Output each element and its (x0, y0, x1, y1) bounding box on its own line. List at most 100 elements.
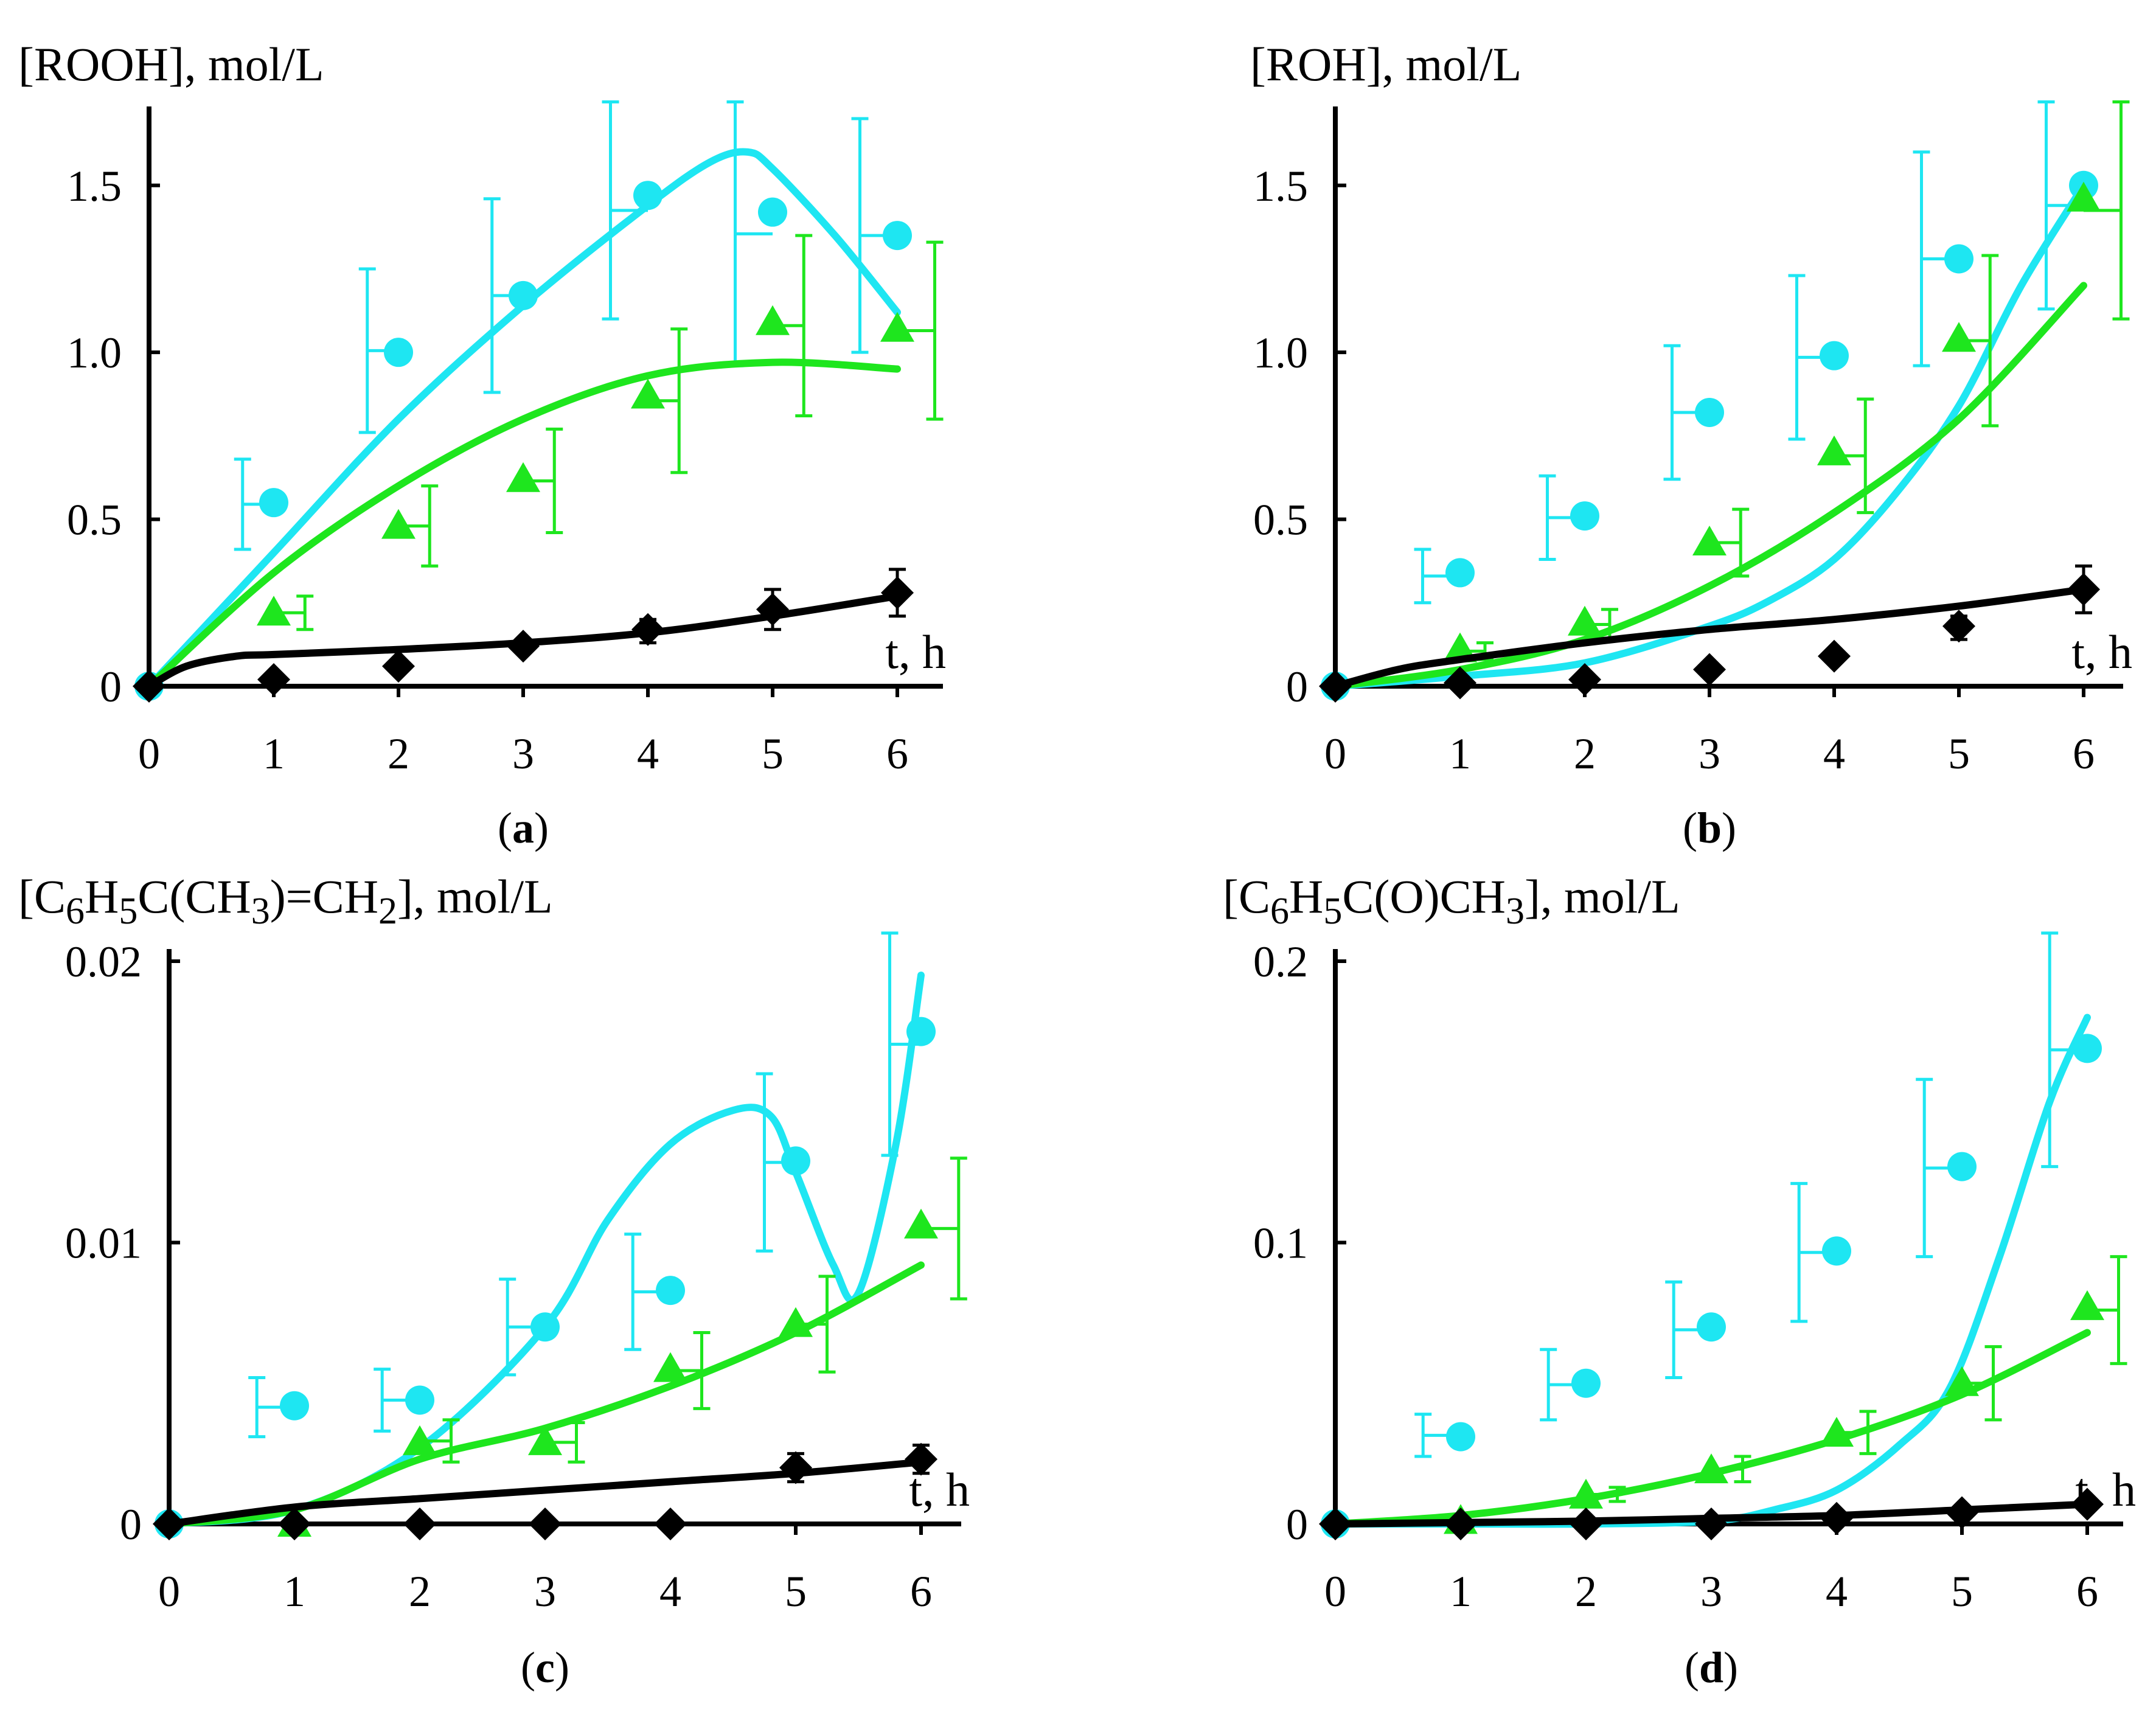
data-point-diamond (1695, 1508, 1728, 1540)
y-axis-label: [ROOH], mol/L (18, 38, 324, 91)
data-point-diamond (654, 1508, 687, 1540)
y-axis-label-part: ], mol/L (397, 870, 553, 923)
data-point-circle (509, 280, 538, 310)
data-point-diamond (278, 1508, 311, 1540)
data-point-circle (1446, 1422, 1475, 1452)
panel-label-paren: ) (555, 1643, 569, 1692)
data-point-diamond (1319, 1508, 1352, 1540)
x-tick-label: 4 (1826, 1567, 1848, 1616)
data-point-diamond (1820, 1501, 1853, 1535)
data-point-circle (530, 1312, 560, 1342)
data-point-circle (758, 197, 787, 227)
series-green (1332, 1255, 2127, 1534)
data-point-triangle (1569, 1478, 1603, 1509)
data-point-triangle (631, 378, 665, 409)
data-point-triangle (904, 1208, 938, 1239)
data-point-diamond (1818, 639, 1851, 673)
panel-c: [C6H5C(CH3)=CH2], mol/L00.010.020 1 2 3 4 5 6t… (18, 870, 970, 1692)
data-point-diamond (1568, 663, 1601, 697)
series-black (1319, 564, 2100, 703)
x-tick-label: 1 (1450, 1567, 1472, 1616)
model-curve (1332, 1014, 2091, 1528)
y-tick-label: 0.02 (65, 937, 142, 986)
y-tick-label: 1.5 (1253, 162, 1308, 210)
data-point-diamond (382, 650, 415, 683)
data-point-circle (1445, 558, 1475, 588)
y-tick-label: 1.0 (1253, 329, 1308, 377)
data-point-diamond (1570, 1508, 1602, 1540)
data-point-circle (1697, 1312, 1726, 1342)
data-point-circle (405, 1385, 434, 1415)
series-green (165, 1156, 967, 1537)
x-tick-label: 3 (1700, 1567, 1722, 1616)
data-point-diamond (1942, 610, 1975, 643)
x-tick-label: 3 (512, 729, 534, 778)
x-axis-label: t, h (2071, 625, 2132, 678)
x-tick-label: 6 (2073, 729, 2095, 778)
y-tick-label: 1.0 (67, 329, 122, 377)
y-tick-label: 0.01 (65, 1219, 142, 1268)
data-point-diamond (1444, 1508, 1477, 1540)
y-tick-label: 0.1 (1253, 1219, 1308, 1268)
data-point-diamond (1444, 666, 1476, 700)
panel-label-paren: ( (498, 804, 512, 852)
data-point-triangle (653, 1352, 687, 1382)
data-point-triangle (1568, 605, 1602, 636)
x-tick-label: 4 (637, 729, 659, 778)
series-black (153, 1442, 937, 1540)
data-point-diamond (881, 576, 914, 610)
y-axis-label: [C6H5C(O)CH3], mol/L (1223, 870, 1680, 932)
panel-label-paren: ) (534, 804, 549, 852)
x-tick-label: 3 (1699, 729, 1720, 778)
x-tick-label: 6 (910, 1567, 932, 1616)
x-tick-label: 3 (534, 1567, 556, 1616)
data-point-triangle (756, 305, 790, 335)
data-point-circle (633, 181, 662, 210)
data-point-diamond (529, 1508, 562, 1540)
y-axis-label-subscript: 2 (378, 891, 397, 932)
y-axis-label-part: )=CH (270, 870, 378, 923)
panel-label-letter: b (1697, 804, 1722, 852)
x-tick-label: 0 (138, 729, 160, 778)
data-point-triangle (506, 462, 540, 492)
data-point-triangle (2070, 1290, 2104, 1320)
y-axis-label: [ROH], mol/L (1250, 38, 1521, 91)
y-axis-label-subscript: 5 (1323, 891, 1342, 932)
x-tick-label: 5 (1951, 1567, 1973, 1616)
series-black (133, 568, 914, 703)
data-point-circle (2073, 1034, 2102, 1063)
model-curve (145, 358, 901, 690)
x-tick-label: 6 (2076, 1567, 2098, 1616)
data-point-circle (906, 1017, 936, 1046)
y-axis-label-part: C(O)CH (1342, 870, 1506, 923)
x-tick-label: 0 (158, 1567, 180, 1616)
y-tick-label: 0.5 (67, 496, 122, 544)
series-cyan (1321, 100, 2098, 701)
series-green (145, 234, 944, 690)
y-axis-label: [C6H5C(CH3)=CH2], mol/L (18, 870, 553, 932)
data-point-triangle (257, 596, 291, 626)
data-point-diamond (905, 1442, 937, 1476)
x-tick-label: 6 (886, 729, 908, 778)
data-point-circle (883, 221, 912, 251)
panel-d: [C6H5C(O)CH3], mol/L00.10.20 1 2 3 4 5 6t, h(d… (1223, 870, 2136, 1692)
data-point-diamond (1946, 1496, 1978, 1529)
y-axis-label-part: [ROH], mol/L (1250, 38, 1521, 91)
y-axis-label-part: [ROOH], mol/L (18, 38, 324, 91)
panel-label-paren: ) (1723, 1643, 1738, 1692)
panel-label-paren: ( (521, 1643, 535, 1692)
data-point-diamond (507, 630, 540, 663)
data-point-circle (1820, 341, 1849, 370)
data-point-triangle (880, 311, 914, 342)
y-tick-label: 0.2 (1253, 937, 1308, 986)
panel-label-letter: c (535, 1643, 555, 1692)
data-point-triangle (528, 1425, 562, 1455)
data-point-diamond (257, 663, 290, 697)
data-point-diamond (779, 1451, 812, 1484)
y-axis-label-part: H (1289, 870, 1323, 923)
data-point-diamond (2067, 572, 2100, 606)
model-curve (1332, 1329, 2091, 1528)
panel-a: [ROOH], mol/L 0 0.5 1.0 1.5 0 1 2 3 4 5 6 t, h (a) (18, 38, 946, 852)
model-curve (145, 148, 901, 690)
data-point-triangle (403, 1425, 437, 1455)
